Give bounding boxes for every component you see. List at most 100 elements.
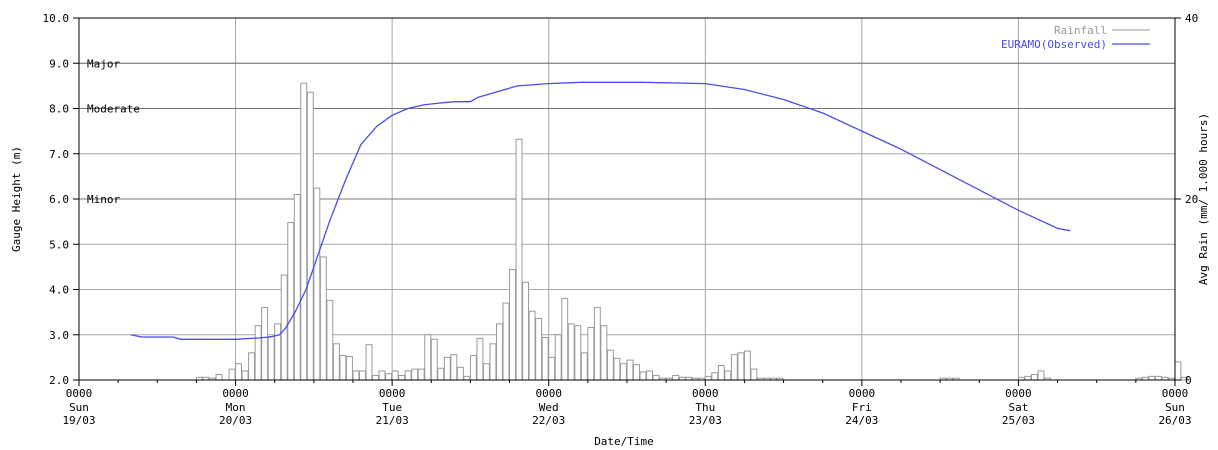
rainfall-bar bbox=[274, 323, 282, 381]
x-tick-label-weekday: Thu bbox=[695, 401, 715, 414]
rainfall-bar bbox=[398, 374, 406, 381]
x-tick-label-weekday: Wed bbox=[539, 401, 559, 414]
rainfall-bar bbox=[1030, 374, 1038, 381]
rainfall-bar bbox=[1174, 361, 1182, 381]
axis-ticks: 2.03.04.05.06.07.08.09.010.0020400000Sun… bbox=[43, 12, 1199, 427]
rainfall-bar bbox=[411, 368, 419, 381]
x-tick-label-date: 22/03 bbox=[532, 414, 565, 427]
rainfall-bar bbox=[750, 368, 758, 381]
rainfall-bar bbox=[385, 373, 393, 381]
y-axis-label-left: Gauge Height (m) bbox=[10, 146, 23, 252]
y-tick-label-left: 9.0 bbox=[49, 57, 69, 70]
x-tick-label-date: 26/03 bbox=[1158, 414, 1191, 427]
y-tick-label-right: 20 bbox=[1185, 193, 1198, 206]
rainfall-bar bbox=[424, 334, 432, 381]
rainfall-bar bbox=[359, 370, 366, 381]
rainfall-bar bbox=[1037, 370, 1045, 381]
x-axis-label: Date/Time bbox=[594, 435, 654, 448]
rainfall-bar bbox=[535, 317, 543, 381]
rainfall-bar bbox=[469, 355, 477, 381]
x-tick-label-date: 19/03 bbox=[62, 414, 95, 427]
rainfall-bar bbox=[619, 363, 627, 381]
y-tick-label-left: 8.0 bbox=[49, 103, 69, 116]
plot-frame bbox=[78, 17, 1176, 381]
x-tick-label-date: 20/03 bbox=[219, 414, 252, 427]
rainfall-bar bbox=[554, 334, 562, 381]
x-tick-label-weekday: Tue bbox=[382, 401, 402, 414]
rainfall-bar bbox=[626, 359, 634, 381]
rainfall-bar bbox=[319, 256, 327, 381]
x-tick-label-time: 0000 bbox=[1005, 387, 1032, 400]
y-tick-label-left: 2.0 bbox=[49, 374, 69, 387]
rainfall-bar bbox=[567, 323, 575, 381]
rainfall-bar bbox=[326, 299, 334, 381]
x-tick-label-time: 0000 bbox=[379, 387, 406, 400]
legend: Rainfall EURAMO(Observed) bbox=[1001, 24, 1150, 51]
rainfall-bar bbox=[339, 355, 347, 381]
y-tick-label-left: 10.0 bbox=[43, 12, 70, 25]
rainfall-bar bbox=[730, 354, 738, 381]
rainfall-bar bbox=[215, 374, 223, 381]
x-tick-label-date: 24/03 bbox=[845, 414, 878, 427]
rainfall-bar bbox=[254, 325, 262, 381]
rainfall-bar bbox=[437, 367, 445, 381]
rainfall-bar bbox=[541, 336, 549, 381]
rainfall-bar bbox=[456, 366, 464, 381]
x-tick-label-time: 0000 bbox=[66, 387, 93, 400]
rainfall-bar bbox=[228, 368, 236, 381]
x-tick-label-time: 0000 bbox=[1162, 387, 1189, 400]
legend-label-rainfall: Rainfall bbox=[1054, 24, 1107, 37]
rainfall-bar bbox=[489, 343, 497, 381]
rainfall-bar bbox=[633, 364, 640, 381]
rainfall-bar bbox=[496, 323, 503, 381]
rainfall-bar bbox=[587, 327, 595, 381]
rainfall-bar bbox=[548, 356, 556, 381]
rainfall-bar bbox=[365, 344, 373, 381]
rainfall-bar bbox=[450, 354, 458, 381]
y-tick-label-left: 4.0 bbox=[49, 284, 69, 297]
level-line-euramo-observed bbox=[130, 81, 1071, 340]
rainfall-bar bbox=[267, 336, 275, 381]
flood-level-lines: Major Moderate Minor bbox=[79, 57, 1175, 206]
rainfall-bar bbox=[600, 325, 608, 381]
y-tick-label-left: 3.0 bbox=[49, 329, 69, 342]
x-tick-label-time: 0000 bbox=[692, 387, 719, 400]
x-tick-label-weekday: Fri bbox=[852, 401, 872, 414]
rainfall-bar bbox=[1024, 375, 1032, 381]
rainfall-bar bbox=[522, 281, 530, 381]
rainfall-bar bbox=[724, 370, 732, 381]
x-tick-label-time: 0000 bbox=[849, 387, 876, 400]
rainfall-bar bbox=[574, 325, 582, 381]
rainfall-bar bbox=[476, 337, 484, 381]
rainfall-bar bbox=[593, 307, 601, 381]
x-tick-label-weekday: Mon bbox=[226, 401, 246, 414]
rainfall-bar bbox=[528, 310, 536, 381]
rainfall-bar bbox=[261, 307, 269, 381]
x-tick-label-weekday: Sun bbox=[69, 401, 89, 414]
flood-level-label: Major bbox=[87, 57, 120, 70]
x-tick-label-date: 23/03 bbox=[689, 414, 722, 427]
y-tick-label-right: 0 bbox=[1185, 374, 1192, 387]
rainfall-bar bbox=[711, 372, 719, 381]
y-tick-label-left: 7.0 bbox=[49, 148, 69, 161]
x-tick-label-weekday: Sun bbox=[1165, 401, 1185, 414]
y-tick-label-left: 5.0 bbox=[49, 238, 69, 251]
rainfall-bar bbox=[287, 222, 295, 381]
rainfall-bar bbox=[515, 138, 523, 381]
rainfall-bar bbox=[248, 352, 256, 381]
rainfall-bar bbox=[345, 355, 353, 381]
x-tick-label-date: 21/03 bbox=[376, 414, 409, 427]
flood-level-label: Moderate bbox=[87, 103, 140, 116]
rainfall-bar bbox=[561, 298, 569, 381]
rainfall-bar bbox=[313, 187, 321, 381]
rainfall-bar bbox=[502, 302, 510, 381]
rainfall-bar bbox=[639, 371, 647, 381]
rainfall-bar bbox=[443, 356, 451, 381]
rainfall-bar bbox=[606, 349, 614, 381]
rainfall-bar bbox=[241, 370, 249, 381]
rainfall-bar bbox=[704, 375, 712, 381]
rainfall-bar bbox=[417, 368, 425, 381]
rainfall-bar bbox=[430, 338, 438, 381]
rainfall-bar bbox=[235, 363, 242, 381]
rainfall-bar bbox=[1181, 376, 1188, 381]
